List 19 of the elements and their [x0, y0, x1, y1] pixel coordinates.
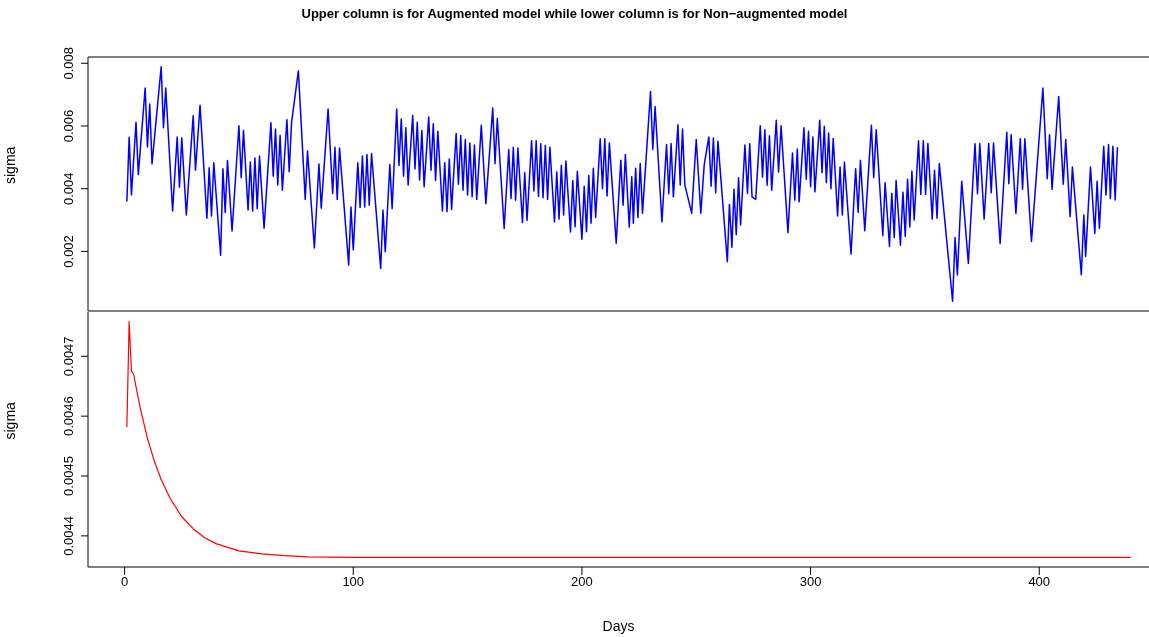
x-tick-label: 300 — [799, 574, 822, 590]
y-tick-label: 0.008 — [61, 47, 76, 80]
line-series — [126, 65, 1119, 303]
x-tick-label: 400 — [1028, 574, 1051, 590]
y-tick-label: 0.004 — [61, 172, 76, 205]
y-tick-label: 0.0044 — [61, 515, 76, 556]
chart-title: Upper column is for Augmented model while lower column is for Non−augmented model — [300, 5, 849, 23]
line-series — [126, 320, 1132, 559]
x-axis-title: Days — [602, 618, 635, 634]
x-tick-label: 200 — [571, 574, 593, 590]
y-tick-label: 0.006 — [61, 109, 76, 143]
x-tick-label: 100 — [342, 574, 365, 590]
y-tick-label: 0.0045 — [61, 456, 76, 496]
x-tick-label: 0 — [120, 574, 129, 590]
y-axis-title: sigma — [1, 146, 18, 184]
y-tick-label: 0.0046 — [61, 396, 76, 437]
y-tick-label: 0.002 — [61, 235, 76, 268]
y-tick-label: 0.0047 — [61, 336, 76, 377]
y-axis-title: sigma — [1, 401, 18, 440]
